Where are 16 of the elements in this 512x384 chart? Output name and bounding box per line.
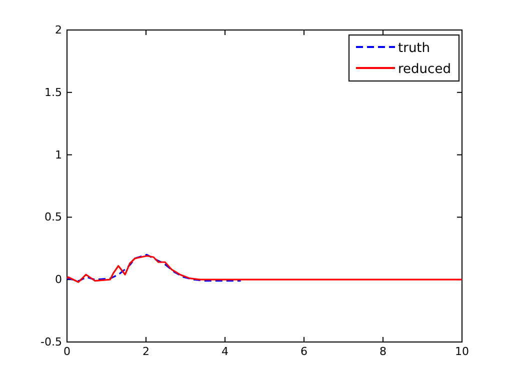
x-tick-label: 10 [455,344,469,358]
x-tick-label: 8 [380,344,386,358]
legend-label: reduced [398,62,451,77]
line-series [66,254,242,282]
x-tick-label: 2 [142,344,150,358]
y-tick-label: 2 [55,24,62,37]
line-series [66,255,463,283]
x-tick-label: 4 [222,344,228,358]
x-tick-label: 6 [300,344,308,358]
y-tick-label: 0 [55,273,62,286]
legend-label: truth [398,41,430,56]
y-tick-label: -0.5 [40,336,62,349]
y-tick-label: 0.5 [44,210,62,224]
y-tick-label: 1.5 [44,86,62,99]
x-tick-label: 0 [64,344,70,358]
y-tick-label: 1 [55,148,62,162]
